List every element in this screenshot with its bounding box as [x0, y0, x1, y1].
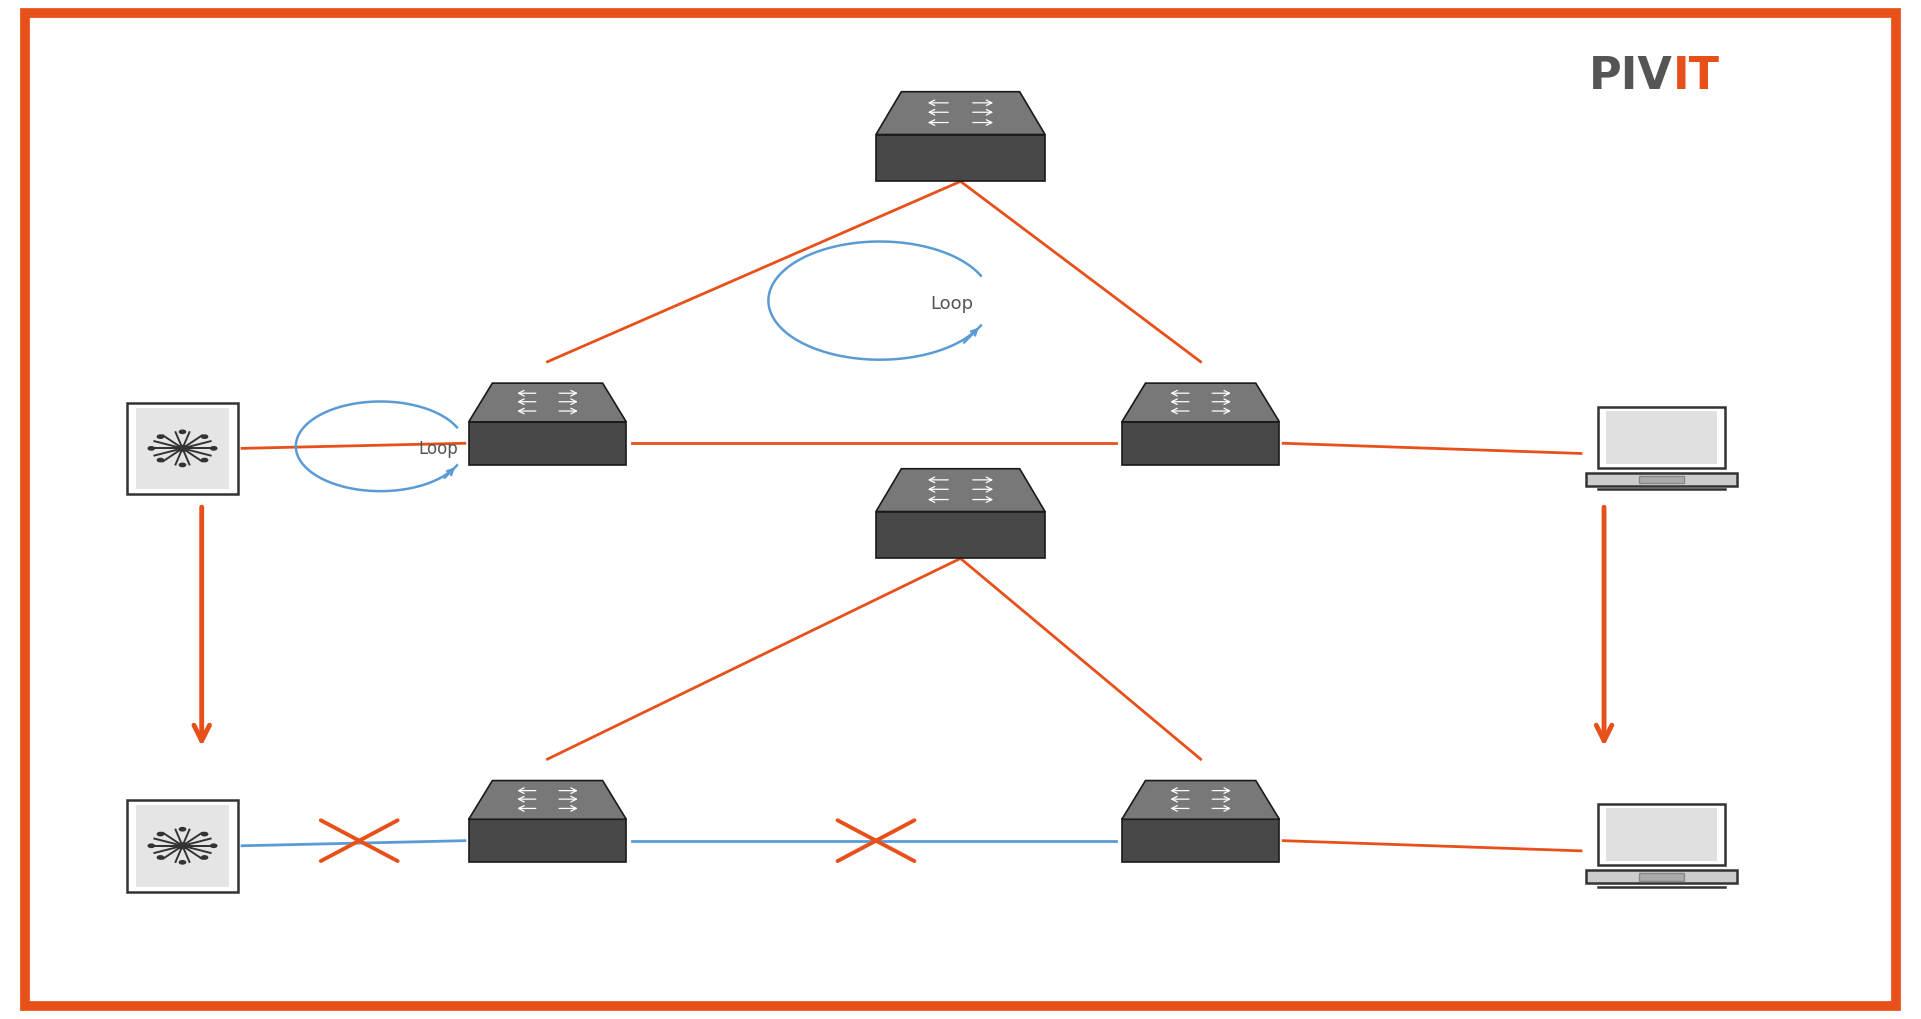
Circle shape: [179, 430, 186, 433]
Polygon shape: [1122, 383, 1279, 422]
Bar: [1587, 473, 1737, 486]
Circle shape: [158, 435, 163, 438]
Text: IT: IT: [1673, 55, 1719, 98]
Bar: [876, 512, 1045, 558]
Polygon shape: [1122, 781, 1279, 819]
Polygon shape: [876, 469, 1045, 512]
Bar: [127, 403, 238, 494]
Circle shape: [179, 464, 186, 467]
Bar: [136, 805, 229, 887]
Polygon shape: [876, 92, 1045, 135]
Circle shape: [177, 445, 188, 451]
FancyBboxPatch shape: [25, 13, 1896, 1006]
Circle shape: [202, 856, 207, 859]
Circle shape: [211, 844, 217, 848]
Polygon shape: [469, 781, 626, 819]
Bar: [1606, 411, 1717, 464]
Circle shape: [179, 861, 186, 864]
Circle shape: [158, 856, 163, 859]
Circle shape: [158, 833, 163, 836]
Bar: [1122, 819, 1279, 862]
Bar: [1639, 476, 1685, 483]
Bar: [1587, 870, 1737, 883]
Circle shape: [211, 446, 217, 450]
Bar: [1639, 873, 1685, 880]
Circle shape: [158, 459, 163, 462]
Bar: [469, 819, 626, 862]
Bar: [1598, 804, 1725, 865]
Bar: [469, 422, 626, 465]
Bar: [1598, 407, 1725, 468]
Text: PIV: PIV: [1589, 55, 1673, 98]
Circle shape: [179, 827, 186, 830]
Text: Loop: Loop: [930, 294, 974, 313]
Bar: [127, 800, 238, 892]
Circle shape: [148, 844, 154, 848]
Bar: [136, 408, 229, 489]
Circle shape: [202, 435, 207, 438]
Bar: [876, 135, 1045, 181]
Polygon shape: [469, 383, 626, 422]
Circle shape: [177, 843, 188, 849]
Text: Loop: Loop: [419, 439, 457, 458]
Circle shape: [202, 833, 207, 836]
Circle shape: [202, 459, 207, 462]
Bar: [1122, 422, 1279, 465]
Bar: [1606, 808, 1717, 861]
Circle shape: [148, 446, 154, 450]
